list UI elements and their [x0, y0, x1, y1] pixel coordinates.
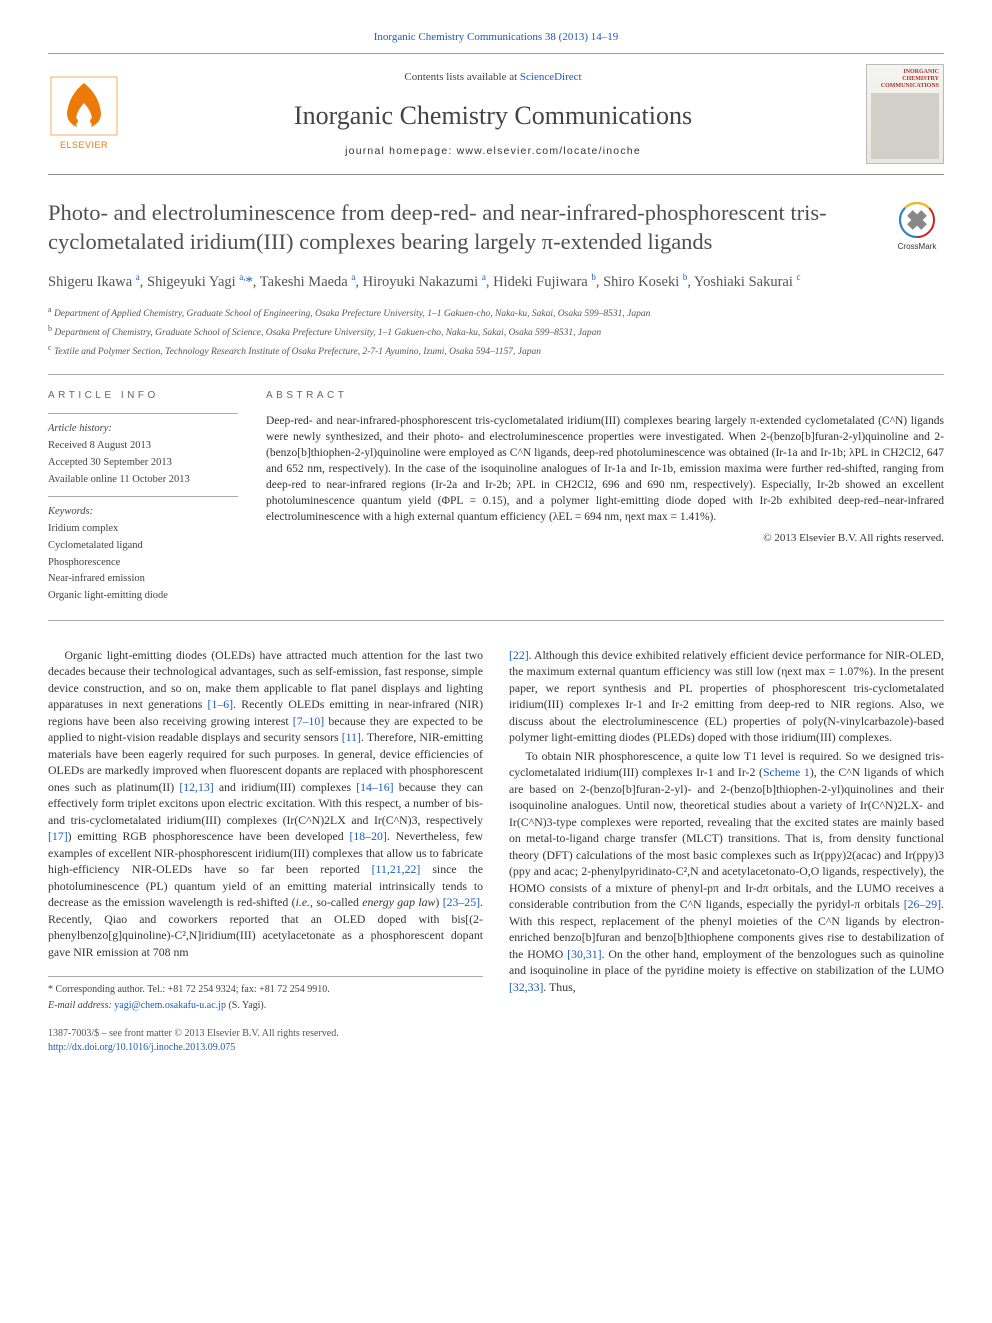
keyword-item: Iridium complex [48, 522, 238, 537]
email-link[interactable]: yagi@chem.osakafu-u.ac.jp [114, 1000, 226, 1011]
svg-text:ELSEVIER: ELSEVIER [60, 140, 108, 150]
abstract-heading: ABSTRACT [266, 389, 944, 403]
journal-name: Inorganic Chemistry Communications [134, 98, 852, 134]
body-para: Organic light-emitting diodes (OLEDs) ha… [48, 647, 483, 961]
masthead-center: Contents lists available at ScienceDirec… [134, 70, 852, 158]
affiliation: a Department of Applied Chemistry, Gradu… [48, 304, 944, 321]
divider [48, 413, 238, 414]
email-line: E-mail address: yagi@chem.osakafu-u.ac.j… [48, 999, 483, 1013]
history-item: Available online 11 October 2013 [48, 473, 238, 488]
article-title: Photo- and electroluminescence from deep… [48, 199, 874, 257]
elsevier-logo: ELSEVIER [48, 74, 120, 154]
footnotes: * Corresponding author. Tel.: +81 72 254… [48, 976, 483, 1013]
affiliation: c Textile and Polymer Section, Technolog… [48, 342, 944, 359]
column-right: [22]. Although this device exhibited rel… [509, 647, 944, 1056]
keyword-item: Organic light-emitting diode [48, 589, 238, 604]
author-list: Shigeru Ikawa a, Shigeyuki Yagi a,*, Tak… [48, 271, 944, 294]
keyword-item: Near-infrared emission [48, 572, 238, 587]
masthead: ELSEVIER Contents lists available at Sci… [48, 64, 944, 164]
crossmark-badge[interactable]: CrossMark [890, 199, 944, 253]
corresponding-note: * Corresponding author. Tel.: +81 72 254… [48, 983, 483, 997]
body-para: To obtain NIR phosphorescence, a quite l… [509, 748, 944, 996]
running-header: Inorganic Chemistry Communications 38 (2… [48, 30, 944, 45]
history-item: Received 8 August 2013 [48, 439, 238, 454]
keywords-label: Keywords: [48, 505, 238, 520]
article-info: ARTICLE INFO Article history: Received 8… [48, 389, 238, 606]
sciencedirect-link[interactable]: ScienceDirect [520, 71, 582, 83]
copyright: © 2013 Elsevier B.V. All rights reserved… [266, 531, 944, 546]
divider [48, 53, 944, 54]
keyword-item: Phosphorescence [48, 556, 238, 571]
cover-body [871, 93, 939, 159]
cover-title: INORGANIC CHEMISTRY COMMUNICATIONS [871, 69, 939, 89]
divider [48, 174, 944, 175]
column-left: Organic light-emitting diodes (OLEDs) ha… [48, 647, 483, 1056]
abstract: ABSTRACT Deep-red- and near-infrared-pho… [266, 389, 944, 606]
doi-link[interactable]: http://dx.doi.org/10.1016/j.inoche.2013.… [48, 1041, 483, 1055]
body-para: [22]. Although this device exhibited rel… [509, 647, 944, 746]
front-matter: 1387-7003/$ – see front matter © 2013 El… [48, 1027, 483, 1055]
divider [48, 374, 944, 375]
keyword-item: Cyclometalated ligand [48, 539, 238, 554]
email-suffix: (S. Yagi). [226, 1000, 266, 1011]
history-item: Accepted 30 September 2013 [48, 456, 238, 471]
crossmark-label: CrossMark [898, 241, 937, 252]
affiliation: b Department of Chemistry, Graduate Scho… [48, 323, 944, 340]
citation-link[interactable]: Inorganic Chemistry Communications 38 (2… [374, 31, 619, 43]
divider [48, 620, 944, 621]
abstract-text: Deep-red- and near-infrared-phosphoresce… [266, 413, 944, 526]
history-label: Article history: [48, 422, 238, 437]
contents-pre: Contents lists available at [404, 71, 519, 83]
article-info-heading: ARTICLE INFO [48, 389, 238, 403]
divider [48, 496, 238, 497]
email-label: E-mail address: [48, 1000, 114, 1011]
body-columns: Organic light-emitting diodes (OLEDs) ha… [48, 647, 944, 1056]
journal-cover-thumbnail: INORGANIC CHEMISTRY COMMUNICATIONS [866, 64, 944, 164]
contents-line: Contents lists available at ScienceDirec… [134, 70, 852, 85]
front-matter-text: 1387-7003/$ – see front matter © 2013 El… [48, 1028, 339, 1039]
journal-homepage: journal homepage: www.elsevier.com/locat… [134, 144, 852, 159]
